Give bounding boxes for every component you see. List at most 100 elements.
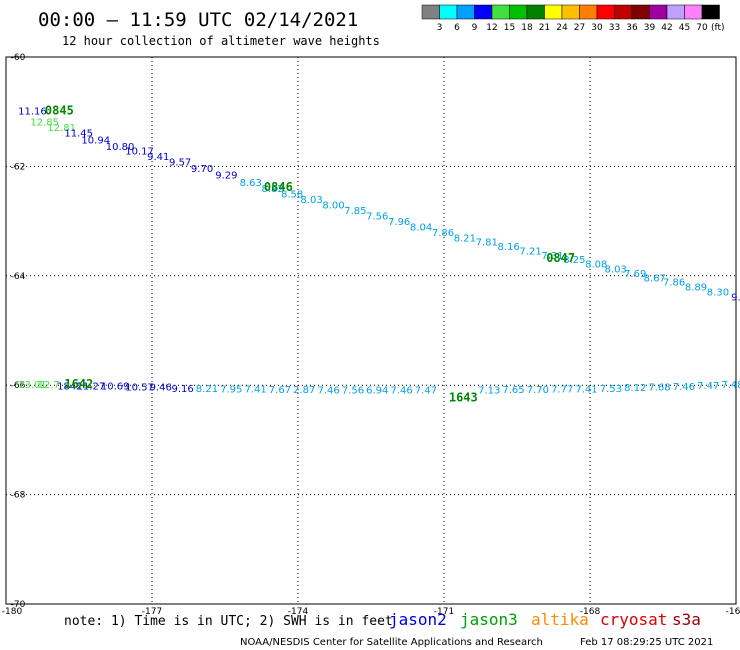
wave-height-label: 9.70 [191,164,213,175]
time-marks: 0845 0846 0847 1642 1643 [45,103,575,404]
legend-swatch [491,4,510,20]
wave-height-label: 13.01 [18,380,47,391]
wave-height-label: 7.65 [502,385,524,396]
wave-height-label: 8.12 [624,383,646,394]
wave-height-label: 8.67 [644,273,666,284]
color-legend: 3 6 9 12 15 18 21 24 27 30 33 36 39 42 45 70 [421,4,720,33]
wave-height-label: 8.03 [300,195,322,206]
wave-height-label: 10.57 [125,383,154,394]
legend-swatch [509,4,528,20]
wave-height-label: 9.16 [171,384,193,395]
wave-height-label: 7.69 [624,269,646,280]
legend-swatch [526,4,545,20]
wave-height-label: 7.46 [673,382,695,393]
wave-height-label: 7.41 [575,384,597,395]
wave-height-label: 8.00 [322,201,344,212]
legend-tick-label: 12 [486,23,497,33]
legend-tick-label: 3 [437,23,443,33]
legend-unit: (ft) [711,23,725,33]
wave-height-label: 7.56 [342,385,364,396]
wave-height-label: 7.86 [432,228,454,239]
legend-swatch [649,4,668,20]
wave-height-label: 10.17 [125,146,154,157]
wave-height-label: 9.46 [150,383,172,394]
legend-tick-label: 45 [679,23,690,33]
x-tick-label: -16 [726,607,740,617]
legend-tick-label: 33 [609,23,620,33]
y-tick-label: -66 [11,381,26,391]
wave-height-label: 8.21 [196,384,218,395]
legend-swatch [439,4,458,20]
wave-height-label: 12.7 [38,380,60,391]
satellite-name: cryosat [600,610,667,629]
wave-height-label: 7.47 [415,385,437,396]
legend-tick-label: 9 [472,23,478,33]
wave-height-label: 12.85 [30,117,59,128]
legend-tick-label: 70 [696,23,708,33]
wave-height-label: 8.21 [454,233,476,244]
y-axis-ticks: -60 -62 -64 -66 -68 -70 [11,53,26,610]
wave-height-label: 7.53 [600,384,622,395]
legend-swatch [561,4,580,20]
wave-height-label: 9.29 [215,170,237,181]
wave-height-label: 8.58 [281,190,303,201]
wave-height-label: 7.21 [519,246,541,257]
footer-note: note: 1) Time is in UTC; 2) SWH is in fe… [64,614,393,629]
chart-title: 00:00 – 11:59 UTC 02/14/2021 [38,9,358,31]
wave-height-label: 9.41 [147,152,169,163]
x-tick-label: -177 [142,607,162,617]
wave-height-label: 7.85 [344,206,366,217]
wave-height-label: 7.47 [697,381,719,392]
legend-tick-label: 18 [521,23,533,33]
wave-height-label: 8.25 [563,255,585,266]
x-tick-label: -180 [2,607,23,617]
chart-grid [6,57,736,604]
satellite-name: jason2 [389,610,447,629]
legend-tick-label: 42 [661,23,672,33]
wave-height-label: 7.96 [388,217,410,228]
y-tick-label: -60 [11,53,26,63]
plot-frame [5,56,737,605]
legend-swatch [421,4,440,20]
wave-height-label: 8.30 [707,287,729,298]
wave-height-label: 7.81 [476,238,498,249]
x-tick-label: -168 [580,607,601,617]
legend-tick-label: 15 [504,23,515,33]
wave-height-label: 8.16 [498,242,520,253]
time-mark-label: 1642 [64,377,93,391]
y-tick-label: -70 [11,600,26,610]
time-mark-label: 0845 [45,103,74,117]
legend-tick-label: 30 [591,23,603,33]
chart-subtitle: 12 hour collection of altimeter wave hei… [62,34,380,48]
wave-height-label: 7.41 [244,384,266,395]
wave-height-label: 11.16 [18,106,47,117]
time-mark-label: 0846 [264,180,293,194]
x-tick-label: -174 [288,607,309,617]
satellite-name: altika [531,610,589,629]
legend-tick-label: 36 [626,23,638,33]
x-tick-label: -171 [434,607,454,617]
footer-credit: NOAA/NESDIS Center for Satellite Applica… [240,637,543,648]
legend-tick-label: 39 [644,23,656,33]
legend-swatch [579,4,598,20]
time-mark-label: 0847 [546,251,575,265]
wave-height-label: 8.04 [410,222,432,233]
legend-tick-label: 21 [539,23,550,33]
wave-height-label: 7.46 [317,385,339,396]
wave-height-label: 7.46 [390,385,412,396]
footer-timestamp: Feb 17 08:29:25 UTC 2021 [580,637,713,648]
wave-height-label: 10.69 [101,382,130,393]
satellite-legend: jason2 jason3 altika cryosat s3a [389,610,701,629]
legend-swatch [631,4,650,20]
wave-height-label: 6.94 [366,385,388,396]
wave-height-label: 7.67 [269,385,291,396]
legend-swatch [544,4,563,20]
satellite-name: s3a [672,610,701,629]
y-tick-label: -68 [11,491,26,501]
wave-height-label: 7.48 [721,380,740,391]
wave-height-label: 7.56 [366,211,388,222]
wave-height-label: 7.31 [541,251,563,262]
wave-height-label: 8.08 [585,260,607,271]
